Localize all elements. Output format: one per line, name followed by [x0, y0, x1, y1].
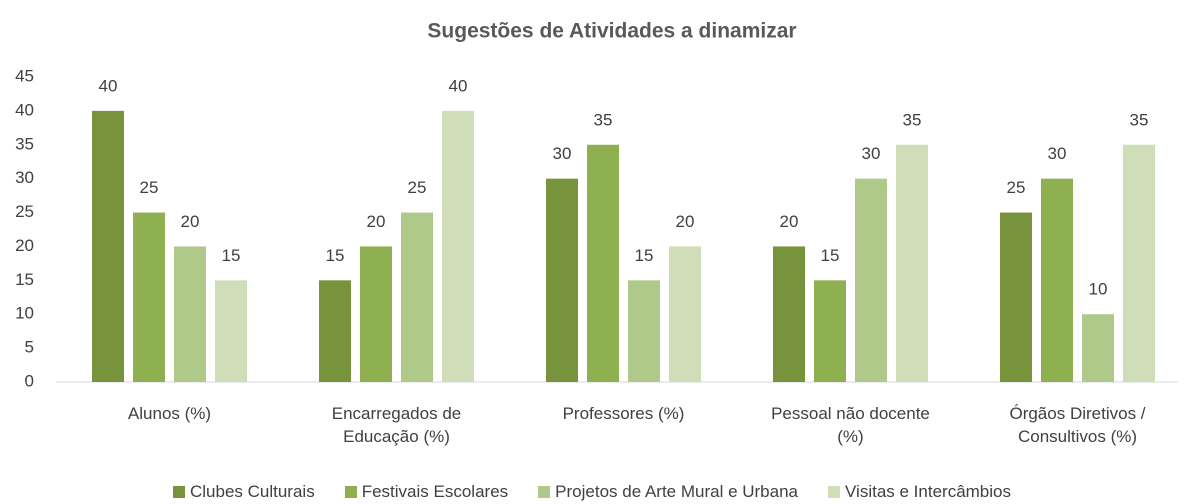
data-label: 25: [408, 178, 427, 197]
bar: [92, 110, 124, 382]
bar: [1000, 212, 1032, 382]
bar: [360, 246, 392, 382]
x-tick-label: Encarregados de Educação (%): [331, 404, 462, 446]
bar: [442, 110, 474, 382]
chart-title: Sugestões de Atividades a dinamizar: [427, 20, 796, 43]
data-label: 20: [676, 212, 695, 231]
y-tick-label: 5: [25, 338, 34, 357]
bar: [773, 246, 805, 382]
legend-swatch: [344, 486, 357, 498]
x-tick-label: Órgãos Diretivos / Consultivos (%): [1009, 404, 1146, 446]
data-label: 15: [635, 246, 654, 265]
data-label: 35: [594, 110, 613, 129]
legend: Clubes Culturais Festivais Escolares Proje…: [0, 482, 1184, 502]
bar: [628, 280, 660, 382]
data-label: 35: [1130, 110, 1149, 129]
bar: [814, 280, 846, 382]
x-tick-label: Professores (%): [562, 404, 685, 423]
legend-item: Visitas e Intercâmbios: [828, 482, 1011, 502]
y-tick-label: 30: [15, 168, 34, 187]
legend-swatch: [828, 486, 841, 498]
legend-label: Projetos de Arte Mural e Urbana: [555, 482, 799, 501]
legend-swatch: [172, 486, 185, 498]
bar: [587, 144, 619, 382]
data-label: 15: [821, 246, 840, 265]
legend-label: Clubes Culturais: [189, 482, 315, 501]
data-label: 40: [449, 76, 468, 95]
data-label: 40: [99, 76, 118, 95]
y-tick-label: 15: [15, 270, 34, 289]
x-tick-label: Alunos (%): [127, 404, 212, 423]
data-label: 25: [1007, 178, 1026, 197]
y-tick-label: 0: [25, 371, 34, 390]
legend-item: Festivais Escolares: [344, 482, 509, 502]
bar: [1041, 178, 1073, 382]
bar: [546, 178, 578, 382]
bar: [401, 212, 433, 382]
data-label: 30: [553, 144, 572, 163]
data-label: 15: [222, 246, 241, 265]
bar: [215, 280, 247, 382]
legend-label: Visitas e Intercâmbios: [845, 482, 1011, 501]
data-label: 35: [903, 110, 922, 129]
y-tick-label: 45: [15, 66, 34, 85]
bar: [896, 144, 928, 382]
x-tick-label: Pessoal não docente (%): [771, 404, 930, 446]
legend-label: Festivais Escolares: [361, 482, 509, 501]
legend-item: Clubes Culturais: [172, 482, 315, 502]
data-label: 20: [367, 212, 386, 231]
bar: [133, 212, 165, 382]
y-tick-label: 40: [15, 100, 34, 119]
y-tick-label: 10: [15, 304, 34, 323]
data-label: 25: [140, 178, 159, 197]
data-label: 10: [1089, 280, 1108, 299]
data-label: 20: [780, 212, 799, 231]
data-label: 20: [181, 212, 200, 231]
data-label: 30: [862, 144, 881, 163]
legend-item: Projetos de Arte Mural e Urbana: [538, 482, 798, 502]
data-label: 30: [1048, 144, 1067, 163]
bar: [174, 246, 206, 382]
data-label: 15: [326, 246, 345, 265]
legend-swatch: [538, 486, 551, 498]
y-tick-label: 20: [15, 236, 34, 255]
bar: [319, 280, 351, 382]
bar: [855, 178, 887, 382]
y-tick-label: 35: [15, 134, 34, 153]
y-tick-label: 25: [15, 202, 34, 221]
bar: [1082, 314, 1114, 382]
bar: [669, 246, 701, 382]
bar: [1123, 144, 1155, 382]
